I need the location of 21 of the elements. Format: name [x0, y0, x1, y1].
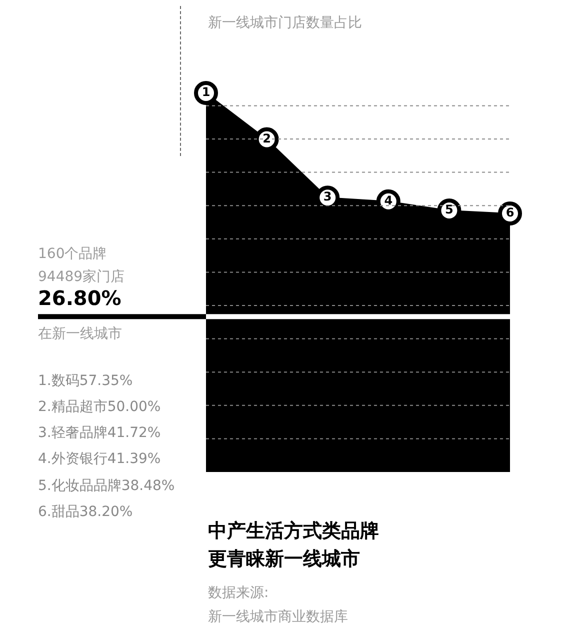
chart-title: 新一线城市门店数量占比	[208, 14, 362, 32]
x-tick-label: 5	[445, 202, 454, 217]
text: 中产生活方式类品牌	[208, 519, 379, 544]
text: 新一线城市商业数据库	[208, 608, 348, 626]
text: 5.化妆品品牌38.48%	[38, 477, 175, 495]
x-tick-label: 3	[323, 190, 332, 204]
text: 1.数码57.35%	[38, 372, 133, 390]
text: 3.轻奢品牌41.72%	[38, 424, 161, 442]
source-note: 数据来源:	[208, 584, 269, 602]
text: 在新一线城市	[38, 325, 122, 343]
text: 94489家门店	[38, 268, 125, 286]
text: 160个品牌	[38, 245, 107, 263]
text: 6.甜品38.20%	[38, 503, 133, 521]
text: 26.80%	[38, 286, 122, 310]
x-tick-label: 6	[506, 206, 514, 220]
text: 4.外资银行41.39%	[38, 450, 161, 468]
x-tick-label: 1	[202, 85, 210, 100]
text: 更青睐新一线城市	[208, 547, 360, 572]
text: 2.精品超市50.00%	[38, 398, 161, 416]
x-tick-label: 4	[384, 194, 393, 208]
x-tick-label: 2	[262, 131, 271, 146]
